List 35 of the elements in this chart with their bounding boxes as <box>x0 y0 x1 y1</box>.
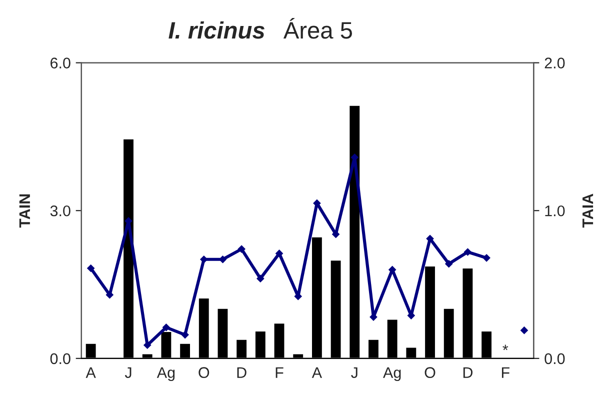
x-tick-label: J <box>124 367 132 378</box>
point <box>520 326 528 334</box>
point <box>256 274 264 282</box>
annotation: * <box>502 344 508 350</box>
x-tick-label: O <box>424 367 436 378</box>
point <box>87 264 94 272</box>
x-tick-label: F <box>502 367 510 378</box>
x-tick-label: D <box>237 367 246 378</box>
y-tick-label: 3.0 <box>50 205 70 216</box>
point <box>219 256 226 264</box>
x-tick-label: D <box>463 367 472 378</box>
y2-tick-label: 2.0 <box>544 58 565 68</box>
point <box>181 331 189 338</box>
point <box>482 254 490 262</box>
x-tick-label: Ag <box>156 367 175 381</box>
x-tick-label: A <box>312 367 322 378</box>
point <box>464 248 472 256</box>
y2-axis-title: TAIA <box>582 194 594 228</box>
chart-title: I. ricinus <box>168 21 265 39</box>
point <box>238 245 246 253</box>
point <box>200 256 208 264</box>
y2-tick-label: 0.0 <box>544 353 565 364</box>
x-tick-label: Ag <box>383 367 401 381</box>
point <box>162 324 170 332</box>
x-tick-label: O <box>198 367 210 378</box>
x-tick-label: J <box>351 367 358 378</box>
point <box>276 250 283 258</box>
y-axis-title: TAIN <box>19 194 30 228</box>
y2-tick-label: 1.0 <box>545 205 565 216</box>
chart-subtitle: Área 5 <box>283 18 352 39</box>
y-tick-label: 0.0 <box>50 353 70 364</box>
y-tick-label: 6.0 <box>50 58 70 68</box>
x-tick-label: F <box>276 367 284 378</box>
x-tick-label: A <box>86 367 96 378</box>
point <box>445 260 452 268</box>
